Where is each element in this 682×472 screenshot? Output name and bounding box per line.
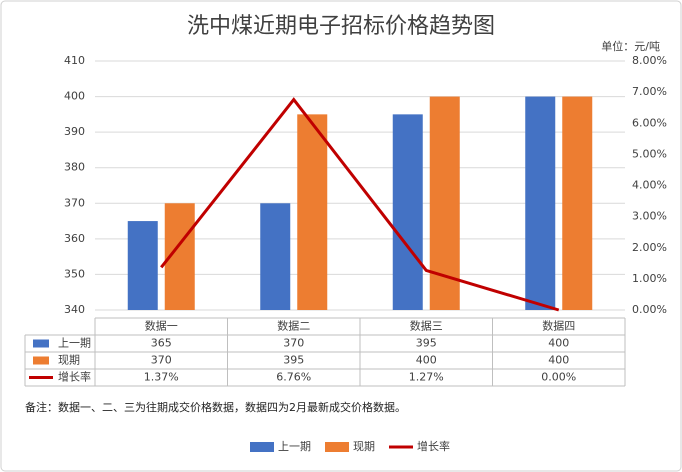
y2-tick-label: 8.00% xyxy=(632,54,667,67)
y-tick-label: 360 xyxy=(64,232,85,245)
table-row-label: 现期 xyxy=(58,354,80,367)
bar xyxy=(562,96,593,310)
bar xyxy=(525,96,556,310)
table-cell: 370 xyxy=(151,354,172,367)
bar xyxy=(392,114,423,310)
y-tick-label: 350 xyxy=(64,267,85,280)
table-cell: 400 xyxy=(548,337,569,350)
table-cell: 6.76% xyxy=(276,371,311,384)
x-tick-label: 数据四 xyxy=(542,319,575,333)
unit-label: 单位：元/吨 xyxy=(601,39,660,53)
table-cell: 365 xyxy=(151,337,172,350)
x-tick-label: 数据二 xyxy=(277,319,310,333)
table-cell: 370 xyxy=(283,337,304,350)
table-cell: 400 xyxy=(548,354,569,367)
table-cell: 395 xyxy=(416,337,437,350)
table-row-label: 上一期 xyxy=(58,337,91,350)
y2-tick-label: 5.00% xyxy=(632,147,667,160)
y-tick-label: 410 xyxy=(64,54,85,67)
bar xyxy=(127,221,158,310)
table-cell: 1.37% xyxy=(144,371,179,384)
legend-label: 增长率 xyxy=(417,439,450,453)
table-key xyxy=(33,339,49,348)
chart-title: 洗中煤近期电子招标价格趋势图 xyxy=(187,14,495,39)
y2-tick-label: 0.00% xyxy=(632,303,667,316)
line xyxy=(160,97,560,312)
y-tick-label: 380 xyxy=(64,161,85,174)
table-key xyxy=(33,356,49,365)
table-row-label: 增长率 xyxy=(58,370,91,384)
y2-tick-label: 6.00% xyxy=(632,116,667,129)
y-tick-label: 400 xyxy=(64,90,85,103)
legend-key xyxy=(325,442,349,452)
bar xyxy=(260,203,291,310)
table-cell: 395 xyxy=(283,354,304,367)
y2-tick-label: 4.00% xyxy=(632,179,667,192)
y-tick-label: 390 xyxy=(64,125,85,138)
y2-tick-label: 3.00% xyxy=(632,210,667,223)
table-cell: 1.27% xyxy=(409,371,444,384)
bar xyxy=(297,114,328,310)
y2-tick-label: 1.00% xyxy=(632,272,667,285)
x-tick-label: 数据三 xyxy=(410,319,443,333)
note: 备注：数据一、二、三为往期成交价格数据，数据四为2月最新成交价格数据。 xyxy=(25,400,406,414)
y-tick-label: 370 xyxy=(64,196,85,209)
legend-key xyxy=(250,442,274,452)
y-tick-label: 340 xyxy=(64,303,85,316)
legend-label: 上一期 xyxy=(278,440,311,453)
legend-label: 现期 xyxy=(353,440,375,453)
table-cell: 0.00% xyxy=(541,371,576,384)
y2-tick-label: 2.00% xyxy=(632,241,667,254)
y2-tick-label: 7.00% xyxy=(632,85,667,98)
x-tick-label: 数据一 xyxy=(145,319,178,333)
table-cell: 400 xyxy=(416,354,437,367)
